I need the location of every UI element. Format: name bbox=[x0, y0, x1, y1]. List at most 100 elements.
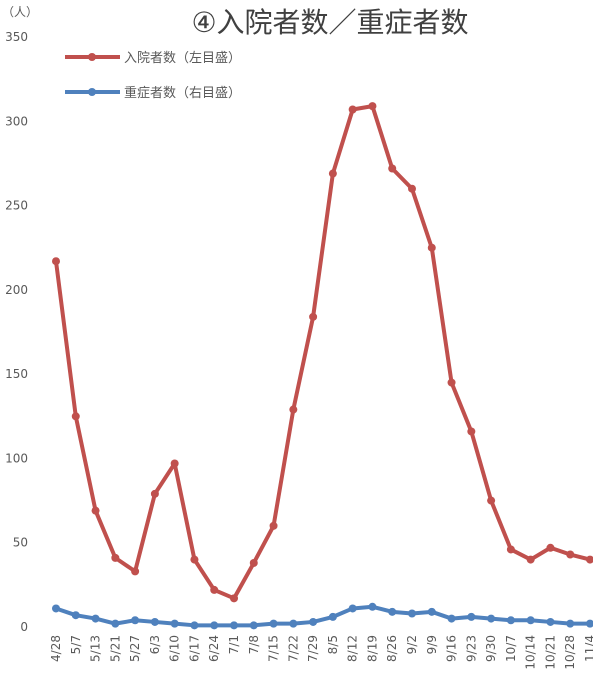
point bbox=[467, 612, 476, 621]
point bbox=[91, 614, 100, 623]
point bbox=[309, 312, 318, 321]
legend-label: 重症者数（右目盛） bbox=[124, 85, 241, 101]
y-unit: （人） bbox=[2, 5, 38, 19]
point bbox=[111, 553, 120, 562]
x-tick-label: 7/15 bbox=[267, 635, 281, 662]
x-tick-label: 9/2 bbox=[405, 635, 419, 654]
point bbox=[269, 619, 278, 628]
point bbox=[447, 378, 456, 387]
point bbox=[52, 257, 60, 266]
x-tick-label: 10/21 bbox=[543, 635, 557, 670]
point bbox=[388, 164, 397, 173]
x-tick-label: 8/26 bbox=[385, 635, 399, 662]
point bbox=[210, 585, 219, 594]
x-tick-label: 6/17 bbox=[187, 635, 201, 662]
legend-marker bbox=[88, 53, 96, 61]
series-line bbox=[55, 604, 590, 628]
point bbox=[289, 619, 298, 628]
y-tick-label: 300 bbox=[5, 114, 28, 128]
x-tick-label: 9/23 bbox=[464, 635, 478, 662]
point bbox=[526, 616, 535, 625]
point bbox=[586, 555, 593, 564]
point bbox=[71, 611, 80, 620]
x-tick-label: 9/30 bbox=[484, 635, 498, 662]
x-tick-label: 7/8 bbox=[247, 635, 261, 654]
point bbox=[487, 614, 496, 623]
x-tick-label: 7/29 bbox=[306, 635, 320, 662]
point bbox=[190, 555, 199, 564]
point bbox=[210, 621, 219, 630]
point bbox=[249, 558, 258, 567]
point bbox=[52, 604, 60, 613]
x-tick-label: 7/22 bbox=[286, 635, 300, 662]
point bbox=[368, 102, 377, 111]
x-tick-label: 5/27 bbox=[128, 635, 142, 662]
x-tick-label: 7/1 bbox=[227, 635, 241, 654]
series-line bbox=[54, 104, 591, 601]
point bbox=[427, 607, 436, 616]
point bbox=[546, 617, 555, 626]
point bbox=[91, 506, 100, 515]
point bbox=[249, 621, 258, 630]
legend-marker bbox=[88, 88, 96, 96]
point bbox=[526, 555, 535, 564]
point bbox=[131, 616, 140, 625]
point bbox=[348, 105, 357, 114]
point bbox=[408, 184, 416, 193]
x-tick-label: 5/7 bbox=[69, 635, 83, 654]
x-tick-label: 6/10 bbox=[168, 635, 182, 662]
x-tick-label: 8/19 bbox=[365, 635, 379, 662]
point bbox=[131, 567, 140, 576]
point bbox=[170, 459, 179, 468]
x-tick-label: 4/28 bbox=[49, 635, 63, 662]
x-tick-label: 9/9 bbox=[425, 635, 439, 654]
point bbox=[150, 617, 159, 626]
point bbox=[150, 489, 159, 498]
point bbox=[467, 427, 476, 436]
point bbox=[586, 619, 593, 628]
point bbox=[566, 619, 575, 628]
point bbox=[230, 594, 238, 603]
x-tick-label: 10/7 bbox=[504, 635, 518, 662]
x-tick-label: 5/13 bbox=[89, 635, 103, 662]
x-tick-label: 10/28 bbox=[563, 635, 577, 670]
point bbox=[388, 607, 397, 616]
point bbox=[427, 243, 436, 252]
y-tick-label: 350 bbox=[5, 30, 28, 44]
point bbox=[328, 612, 337, 621]
y-tick-label: 200 bbox=[5, 283, 28, 297]
point bbox=[309, 617, 318, 626]
y-tick-label: 150 bbox=[5, 367, 28, 381]
y-tick-label: 0 bbox=[20, 620, 28, 634]
point bbox=[190, 621, 199, 630]
x-tick-label: 10/14 bbox=[524, 635, 538, 670]
x-tick-label: 8/5 bbox=[326, 635, 340, 654]
chart-title: ④入院者数／重症者数 bbox=[191, 6, 468, 39]
point bbox=[328, 169, 337, 178]
x-tick-label: 5/21 bbox=[108, 635, 122, 662]
y-tick-label: 250 bbox=[5, 199, 28, 213]
point bbox=[546, 543, 555, 552]
point bbox=[368, 602, 377, 611]
point bbox=[348, 604, 357, 613]
point bbox=[408, 609, 416, 618]
point bbox=[230, 621, 238, 630]
point bbox=[566, 550, 575, 559]
point bbox=[506, 545, 515, 554]
point bbox=[487, 496, 496, 505]
point bbox=[447, 614, 456, 623]
legend-label: 入院者数（左目盛） bbox=[124, 51, 241, 66]
point bbox=[71, 412, 80, 421]
point bbox=[506, 616, 515, 625]
x-tick-label: 6/24 bbox=[207, 635, 221, 662]
x-tick-label: 11/4 bbox=[583, 635, 593, 662]
y-tick-label: 50 bbox=[13, 536, 28, 550]
x-tick-label: 9/16 bbox=[445, 635, 459, 662]
point bbox=[269, 521, 278, 530]
point bbox=[170, 619, 179, 628]
point bbox=[111, 619, 120, 628]
y-tick-label: 100 bbox=[5, 451, 28, 465]
point bbox=[289, 405, 298, 414]
x-tick-label: 6/3 bbox=[148, 635, 162, 654]
